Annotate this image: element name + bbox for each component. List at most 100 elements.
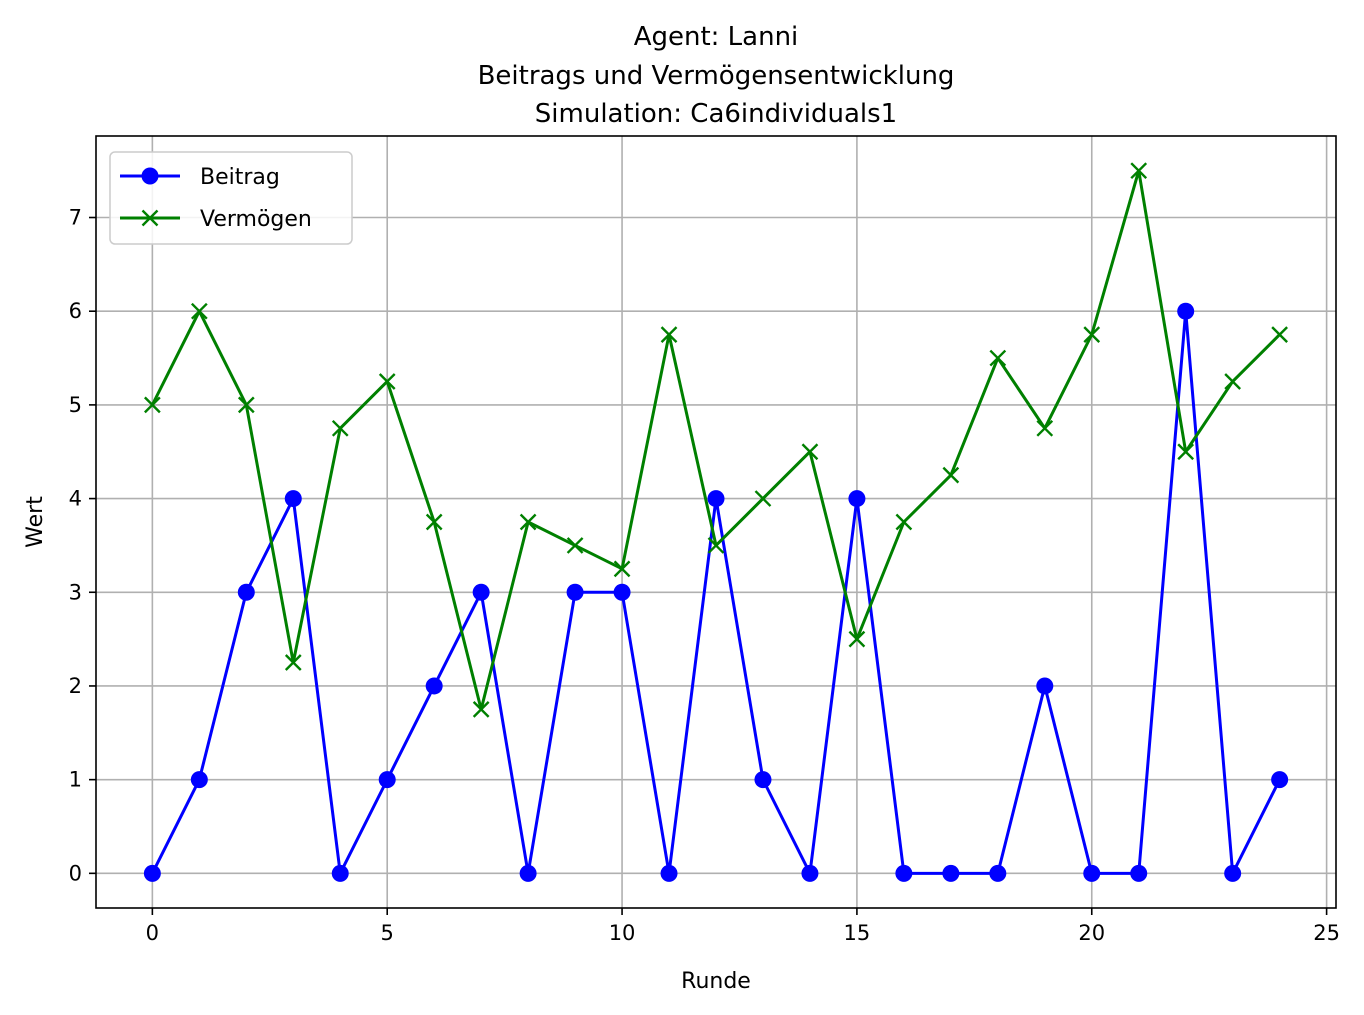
data-point-beitrag — [519, 864, 537, 882]
x-marker-stroke — [237, 396, 255, 414]
data-point-beitrag — [1177, 302, 1195, 320]
data-point-verm-gen — [1130, 162, 1148, 180]
y-tick-label: 4 — [69, 487, 82, 511]
y-tick-label: 2 — [69, 674, 82, 698]
legend-item-verm-gen: Vermögen — [120, 207, 312, 232]
legend: Beitrag Vermögen — [109, 151, 353, 245]
data-point-verm-gen — [942, 466, 960, 484]
x-marker-stroke — [989, 349, 1007, 367]
data-point-verm-gen — [425, 513, 443, 531]
data-point-verm-gen — [519, 513, 537, 531]
data-point-verm-gen — [848, 630, 866, 648]
x-marker-stroke — [895, 513, 913, 531]
data-point-beitrag — [237, 583, 255, 601]
x-marker-stroke — [425, 513, 443, 531]
y-tick-label: 1 — [69, 768, 82, 792]
data-point-beitrag — [378, 771, 396, 789]
data-point-verm-gen — [1083, 326, 1101, 343]
x-marker-stroke — [613, 560, 631, 578]
y-tick-label: 3 — [69, 580, 82, 604]
x-tick-label: 15 — [844, 921, 871, 945]
data-point-verm-gen — [707, 537, 725, 554]
data-point-verm-gen — [895, 513, 913, 531]
data-point-verm-gen — [144, 396, 161, 414]
series-layer — [143, 162, 1289, 882]
x-marker-stroke — [848, 630, 866, 648]
data-point-verm-gen — [331, 419, 349, 437]
x-marker-stroke — [378, 373, 396, 390]
data-point-beitrag — [895, 864, 913, 882]
y-axis-label: Wert — [23, 496, 48, 548]
series-verm-gen — [144, 162, 1288, 718]
data-point-verm-gen — [1036, 419, 1054, 437]
x-axis-label: Runde — [681, 969, 751, 994]
legend-marker — [141, 167, 159, 185]
data-point-verm-gen — [801, 443, 819, 461]
data-point-beitrag — [331, 864, 349, 882]
legend-label: Beitrag — [200, 165, 280, 190]
plot-frame — [95, 135, 1337, 909]
x-tick-label: 20 — [1078, 921, 1105, 945]
data-point-beitrag — [848, 490, 866, 508]
x-tick-label: 25 — [1313, 921, 1340, 945]
data-point-verm-gen — [284, 654, 302, 671]
x-marker-stroke — [144, 396, 161, 414]
data-point-beitrag — [613, 583, 631, 601]
legend-marker — [141, 209, 159, 227]
x-marker-stroke — [566, 537, 584, 554]
y-tick-label: 6 — [69, 299, 82, 323]
x-marker-stroke — [1036, 419, 1054, 437]
x-marker-stroke — [1130, 162, 1148, 180]
data-point-verm-gen — [1177, 443, 1195, 461]
data-point-beitrag — [566, 583, 584, 601]
y-tick-label: 7 — [69, 206, 82, 230]
data-point-beitrag — [660, 864, 678, 882]
data-point-verm-gen — [754, 490, 772, 507]
chart-title-line-2: Beitrags und Vermögensentwicklung — [478, 61, 955, 91]
data-point-beitrag — [754, 771, 772, 789]
data-point-beitrag — [190, 771, 208, 789]
data-point-verm-gen — [660, 326, 678, 343]
x-tick-label: 0 — [146, 921, 159, 945]
y-tick-label: 0 — [69, 861, 82, 885]
legend-item-beitrag: Beitrag — [120, 165, 280, 190]
data-point-beitrag — [1271, 771, 1289, 789]
y-tick-label: 5 — [69, 393, 82, 417]
axis-ticks: 0 5 10 15 20 25 0 1 2 3 4 5 6 7 — [69, 206, 1340, 945]
x-marker-stroke — [1271, 326, 1288, 343]
x-marker-stroke — [942, 466, 960, 484]
x-marker-stroke — [519, 513, 537, 531]
data-point-beitrag — [472, 583, 490, 601]
x-marker-stroke — [1083, 326, 1101, 343]
chart-title-line-3: Simulation: Ca6individuals1 — [535, 99, 897, 129]
data-point-verm-gen — [378, 373, 396, 390]
data-point-verm-gen — [190, 302, 208, 320]
x-marker-stroke — [472, 701, 490, 718]
data-point-beitrag — [989, 864, 1007, 882]
x-marker-stroke — [754, 490, 772, 507]
x-marker-stroke — [707, 537, 725, 554]
data-point-beitrag — [1130, 864, 1148, 882]
data-point-verm-gen — [566, 537, 584, 554]
x-marker-stroke — [1177, 443, 1195, 461]
data-point-beitrag — [1224, 864, 1242, 882]
data-point-verm-gen — [989, 349, 1007, 367]
x-marker-stroke — [1224, 373, 1242, 390]
chart-title-line-1: Agent: Lanni — [634, 22, 799, 52]
data-point-beitrag — [801, 864, 819, 882]
data-point-beitrag — [143, 864, 161, 882]
chart-title: Agent: Lanni Beitrags und Vermögensentwi… — [478, 22, 955, 129]
data-point-verm-gen — [1271, 326, 1288, 343]
data-point-beitrag — [284, 490, 302, 508]
data-point-beitrag — [1083, 864, 1101, 882]
data-point-beitrag — [1036, 677, 1054, 695]
data-point-verm-gen — [613, 560, 631, 578]
x-marker-stroke — [141, 209, 159, 227]
data-point-beitrag — [707, 490, 725, 508]
x-marker-stroke — [190, 302, 208, 320]
x-tick-label: 10 — [609, 921, 636, 945]
x-tick-label: 5 — [381, 921, 394, 945]
data-point-beitrag — [942, 864, 960, 882]
x-marker-stroke — [331, 419, 349, 437]
